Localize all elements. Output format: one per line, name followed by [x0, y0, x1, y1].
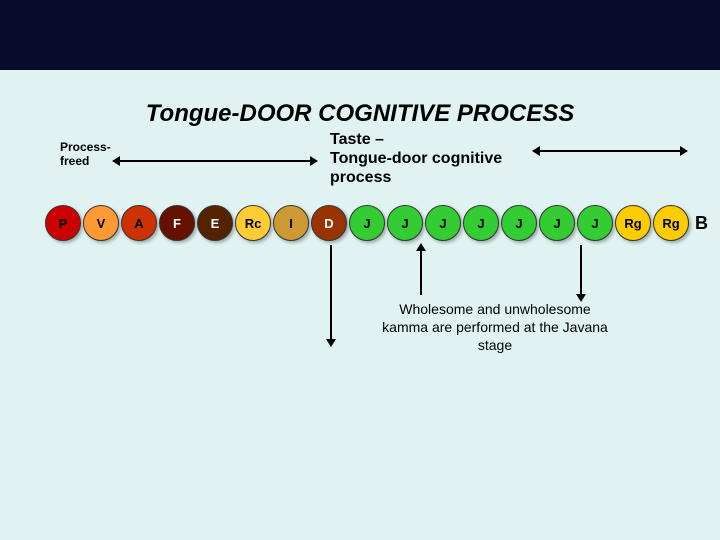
label-center-line3: process — [330, 169, 391, 186]
circle-1: V — [83, 205, 119, 241]
circle-5: Rc — [235, 205, 271, 241]
circle-16: Rg — [653, 205, 689, 241]
arrow-note_to_j — [420, 250, 422, 295]
label-center-line1: Taste – — [330, 131, 384, 148]
circle-15: Rg — [615, 205, 651, 241]
circle-10: J — [425, 205, 461, 241]
javana-note: Wholesome and unwholesome kamma are perf… — [380, 300, 610, 355]
arrow-d_to_note — [330, 245, 332, 340]
circle-0: P — [45, 205, 81, 241]
circle-6: I — [273, 205, 309, 241]
trailing-b: B — [695, 213, 708, 234]
circle-11: J — [463, 205, 499, 241]
circle-4: E — [197, 205, 233, 241]
arrow-left-range — [120, 160, 310, 162]
circle-2: A — [121, 205, 157, 241]
circle-row: PVAFERcIDJJJJJJJRgRgB — [45, 205, 708, 241]
circle-8: J — [349, 205, 385, 241]
circle-7: D — [311, 205, 347, 241]
arrow-right-range — [540, 150, 680, 152]
circle-3: F — [159, 205, 195, 241]
slide-body: Tongue-DOOR COGNITIVE PROCESS Process- f… — [0, 70, 720, 540]
arrow-j_to_note — [580, 245, 582, 295]
label-taste: Taste – Tongue-door cognitive process — [330, 130, 502, 188]
circle-12: J — [501, 205, 537, 241]
circle-13: J — [539, 205, 575, 241]
circle-14: J — [577, 205, 613, 241]
label-left-line2: freed — [60, 154, 89, 168]
label-process-freed: Process- freed — [60, 140, 111, 169]
slide-title: Tongue-DOOR COGNITIVE PROCESS — [0, 100, 720, 128]
circle-9: J — [387, 205, 423, 241]
label-center-line2: Tongue-door cognitive — [330, 150, 502, 167]
label-left-line1: Process- — [60, 140, 111, 154]
